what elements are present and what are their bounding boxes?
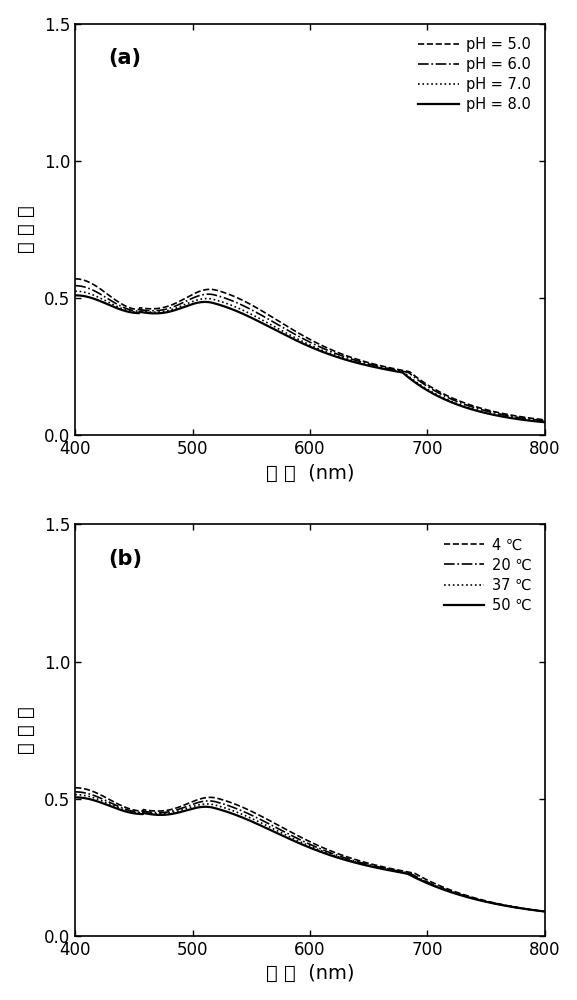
Line: 50 ℃: 50 ℃: [75, 797, 545, 911]
4 ℃: [344, 851, 351, 863]
pH = 5.0: [100, 286, 107, 298]
pH = 7.0: [476, 405, 483, 417]
pH = 8.0: [357, 358, 364, 370]
37 ℃: [100, 796, 107, 808]
pH = 8.0: [428, 387, 434, 399]
pH = 6.0: [357, 356, 364, 368]
20 ℃: [72, 786, 78, 798]
pH = 5.0: [72, 273, 78, 285]
4 ℃: [357, 855, 364, 867]
pH = 8.0: [344, 354, 351, 366]
4 ℃: [476, 893, 483, 905]
pH = 7.0: [541, 416, 548, 428]
Line: pH = 6.0: pH = 6.0: [75, 286, 545, 421]
20 ℃: [100, 794, 107, 806]
pH = 6.0: [371, 359, 378, 371]
Legend: pH = 5.0, pH = 6.0, pH = 7.0, pH = 8.0: pH = 5.0, pH = 6.0, pH = 7.0, pH = 8.0: [413, 31, 537, 118]
50 ℃: [72, 791, 78, 803]
pH = 5.0: [476, 402, 483, 414]
pH = 8.0: [476, 405, 483, 417]
pH = 8.0: [100, 297, 107, 309]
Legend: 4 ℃, 20 ℃, 37 ℃, 50 ℃: 4 ℃, 20 ℃, 37 ℃, 50 ℃: [438, 532, 537, 619]
50 ℃: [428, 879, 434, 891]
pH = 6.0: [100, 290, 107, 302]
37 ℃: [72, 789, 78, 801]
pH = 5.0: [428, 381, 434, 393]
Line: 37 ℃: 37 ℃: [75, 795, 545, 911]
50 ℃: [357, 858, 364, 870]
Line: pH = 5.0: pH = 5.0: [75, 279, 545, 420]
37 ℃: [428, 878, 434, 890]
pH = 8.0: [541, 416, 548, 428]
50 ℃: [541, 905, 548, 917]
Line: 4 ℃: 4 ℃: [75, 788, 545, 911]
pH = 7.0: [100, 294, 107, 306]
Line: pH = 8.0: pH = 8.0: [75, 295, 545, 422]
4 ℃: [371, 859, 378, 871]
50 ℃: [476, 894, 483, 906]
pH = 5.0: [541, 414, 548, 426]
pH = 6.0: [476, 403, 483, 415]
pH = 7.0: [371, 360, 378, 372]
37 ℃: [344, 854, 351, 866]
37 ℃: [476, 894, 483, 906]
Text: (a): (a): [108, 48, 141, 68]
50 ℃: [371, 861, 378, 873]
pH = 6.0: [72, 280, 78, 292]
4 ℃: [100, 791, 107, 803]
pH = 5.0: [357, 354, 364, 366]
20 ℃: [357, 856, 364, 868]
4 ℃: [72, 782, 78, 794]
Line: pH = 7.0: pH = 7.0: [75, 291, 545, 422]
X-axis label: 波 长  (nm): 波 长 (nm): [265, 964, 354, 983]
50 ℃: [100, 798, 107, 810]
50 ℃: [344, 855, 351, 867]
pH = 7.0: [428, 386, 434, 398]
pH = 6.0: [344, 352, 351, 364]
pH = 7.0: [344, 353, 351, 365]
pH = 7.0: [72, 285, 78, 297]
pH = 7.0: [357, 357, 364, 369]
pH = 6.0: [541, 415, 548, 427]
Text: (b): (b): [108, 549, 142, 569]
Line: 20 ℃: 20 ℃: [75, 792, 545, 911]
4 ℃: [428, 876, 434, 888]
20 ℃: [428, 878, 434, 890]
20 ℃: [541, 905, 548, 917]
pH = 5.0: [344, 350, 351, 362]
pH = 5.0: [371, 358, 378, 370]
37 ℃: [371, 861, 378, 873]
Y-axis label: 吸 光 值: 吸 光 值: [17, 206, 36, 253]
X-axis label: 波 长  (nm): 波 长 (nm): [265, 464, 354, 483]
20 ℃: [476, 894, 483, 906]
pH = 8.0: [72, 289, 78, 301]
pH = 8.0: [371, 361, 378, 373]
37 ℃: [541, 905, 548, 917]
37 ℃: [357, 857, 364, 869]
4 ℃: [541, 905, 548, 917]
20 ℃: [344, 853, 351, 865]
20 ℃: [371, 860, 378, 872]
Y-axis label: 吸 光 值: 吸 光 值: [17, 706, 36, 754]
pH = 6.0: [428, 383, 434, 395]
